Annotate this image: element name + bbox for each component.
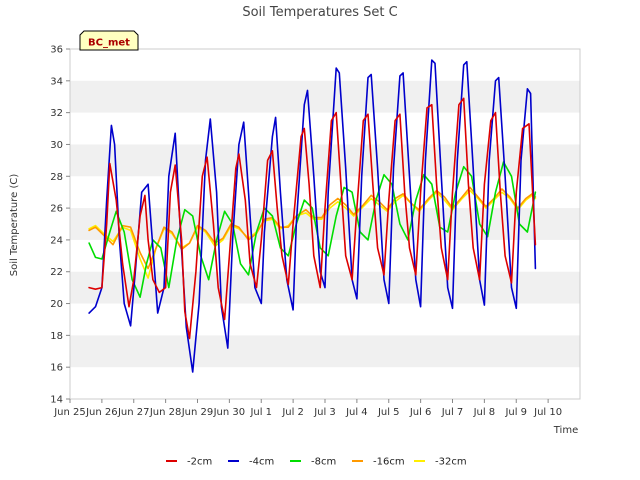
x-tick-label: Jul 3 [313, 407, 336, 418]
legend-item-minus-4cm: -4cm [228, 457, 274, 468]
x-axis-ticks: Jun 25 Jun 26 Jun 27 Jun 28 Jun 29 Jun 30 Jul … [53, 399, 562, 418]
y-axis-label: Soil Temperature (C) [9, 174, 20, 277]
x-tick-label: Jul 9 [504, 407, 527, 418]
legend-label: -4cm [249, 457, 274, 468]
y-tick-label: 20 [50, 299, 63, 310]
y-tick-label: 14 [50, 395, 63, 406]
y-tick-label: 26 [50, 204, 63, 215]
x-tick-label: Jun 30 [213, 407, 246, 418]
y-tick-label: 24 [50, 235, 63, 246]
series-line-minus-4cm [88, 59, 537, 373]
x-tick-label: Jun 28 [149, 407, 182, 418]
y-axis-ticks: 14 16 18 20 22 24 26 28 30 32 34 36 [50, 45, 70, 406]
y-tick-label: 22 [50, 267, 63, 278]
x-tick-label: Jun 25 [53, 407, 86, 418]
legend-label: -32cm [435, 457, 467, 468]
x-tick-label: Jul 1 [249, 407, 272, 418]
y-tick-label: 30 [50, 140, 63, 151]
legend-item-minus-8cm: -8cm [290, 457, 336, 468]
y-tick-label: 34 [50, 76, 63, 87]
series-line-minus-8cm [88, 161, 537, 298]
legend-label: -16cm [373, 457, 405, 468]
legend-item-minus-16cm: -16cm [352, 457, 405, 468]
grid-band [70, 144, 580, 177]
legend-label: -2cm [187, 457, 212, 468]
station-label-box [79, 30, 139, 51]
series-lines [88, 59, 537, 373]
y-tick-label: 28 [50, 172, 63, 183]
x-tick-label: Jul 2 [281, 407, 304, 418]
legend-item-minus-32cm: -32cm [414, 457, 467, 468]
legend: -2cm -4cm -8cm -16cm -32cm [166, 457, 467, 468]
x-axis-label: Time [553, 425, 578, 436]
y-tick-label: 32 [50, 108, 63, 119]
y-tick-label: 16 [50, 363, 63, 374]
x-tick-label: Jul 10 [533, 407, 562, 418]
station-label-text: BC_met [88, 38, 130, 49]
y-tick-label: 36 [50, 45, 63, 56]
x-tick-label: Jul 4 [345, 407, 368, 418]
grid-band [70, 335, 580, 368]
chart-title: Soil Temperatures Set C [242, 5, 397, 20]
x-tick-label: Jul 5 [377, 407, 400, 418]
x-tick-label: Jul 7 [441, 407, 464, 418]
x-tick-label: Jun 26 [85, 407, 118, 418]
x-tick-label: Jul 6 [409, 407, 432, 418]
x-tick-label: Jul 8 [473, 407, 496, 418]
station-label: BC_met [79, 30, 139, 51]
series-line-minus-2cm [88, 97, 537, 340]
y-tick-label: 18 [50, 331, 63, 342]
legend-label: -8cm [311, 457, 336, 468]
x-tick-label: Jun 27 [117, 407, 150, 418]
grid-band [70, 80, 580, 113]
legend-item-minus-2cm: -2cm [166, 457, 212, 468]
x-tick-label: Jun 29 [181, 407, 214, 418]
